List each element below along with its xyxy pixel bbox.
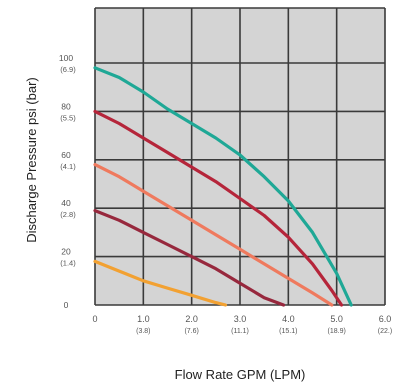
y-tick-label: 0	[64, 300, 69, 310]
x-tick-label: 4.0	[282, 314, 295, 324]
series-line-3	[93, 163, 334, 307]
x-tick-sublabel: (15.1)	[279, 328, 297, 335]
x-tick-sublabel: (3.8)	[136, 328, 150, 335]
x-tick-label: 0	[92, 314, 97, 324]
x-tick-sublabel: (18.9)	[328, 328, 346, 335]
x-tick-sublabel: (22.)	[378, 328, 392, 335]
y-axis-title: Discharge Pressure psi (bar)	[24, 77, 39, 242]
x-tick-sublabel: (7.6)	[184, 328, 198, 335]
y-tick-label: 80	[61, 101, 71, 111]
series-lines	[93, 66, 353, 307]
x-tick-label: 1.0	[137, 314, 150, 324]
series-line-2	[93, 109, 344, 307]
y-tick-labels: 0 20 (1.4) 40 (2.8) 60 (4.1) 80 (5.5) 100 (6.9)	[59, 53, 76, 310]
series-line-5	[93, 259, 228, 307]
y-tick-sublabel: (4.1)	[60, 162, 76, 171]
x-tick-label: 3.0	[234, 314, 247, 324]
y-tick-sublabel: (2.8)	[60, 210, 76, 219]
y-tick-sublabel: (6.9)	[60, 65, 76, 74]
grid	[94, 7, 386, 306]
x-tick-label: 5.0	[330, 314, 343, 324]
y-tick-sublabel: (5.5)	[60, 113, 76, 122]
x-axis-title: Flow Rate GPM (LPM)	[175, 367, 306, 382]
x-tick-sublabel: (11.1)	[231, 328, 249, 335]
y-tick-label: 20	[61, 247, 71, 257]
y-tick-label: 60	[61, 150, 71, 160]
y-tick-sublabel: (1.4)	[60, 259, 76, 268]
x-tick-labels: 0 1.0 (3.8) 2.0 (7.6) 3.0 (11.1) 4.0 (15.1) 5.0 (1…	[92, 314, 392, 335]
y-tick-label: 100	[59, 53, 73, 63]
x-tick-label: 2.0	[185, 314, 198, 324]
series-line-4	[93, 209, 286, 307]
series-line-1	[93, 66, 353, 307]
y-tick-label: 40	[61, 198, 71, 208]
x-tick-label: 6.0	[379, 314, 392, 324]
